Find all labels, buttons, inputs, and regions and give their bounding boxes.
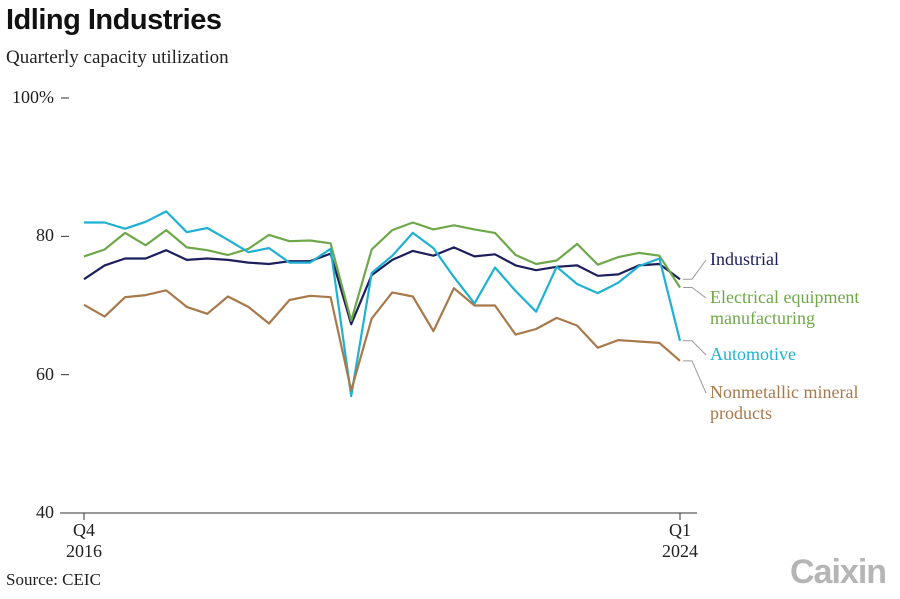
- y-tick-label: 40: [36, 502, 54, 522]
- source: Source: CEIC: [6, 570, 101, 589]
- legend-connector: [683, 259, 707, 280]
- series-line: [83, 221, 681, 322]
- y-tick-label: 80: [36, 225, 54, 246]
- chart-title: Idling Industries: [6, 4, 222, 36]
- logo: Caixin: [790, 553, 887, 591]
- y-tick-label: 60: [36, 363, 54, 384]
- legend-label: Nonmetallic mineral products: [710, 382, 859, 423]
- series-line: [83, 246, 681, 326]
- legend-connector: [683, 340, 707, 356]
- series-line: [84, 210, 682, 398]
- legend-connector: [683, 287, 707, 299]
- y-tick-label: 100%: [12, 87, 54, 107]
- legend-label: Industrial: [710, 249, 779, 269]
- x-tick-label: Q4 2016: [66, 520, 102, 561]
- series-line: [83, 287, 681, 392]
- legend-label: Automotive: [710, 344, 796, 364]
- legend-label: Electrical equipment manufacturing: [710, 287, 860, 328]
- chart-subtitle: Quarterly capacity utilization: [6, 47, 229, 68]
- x-tick-label: Q1 2024: [662, 520, 698, 561]
- legend-connector: [683, 360, 707, 394]
